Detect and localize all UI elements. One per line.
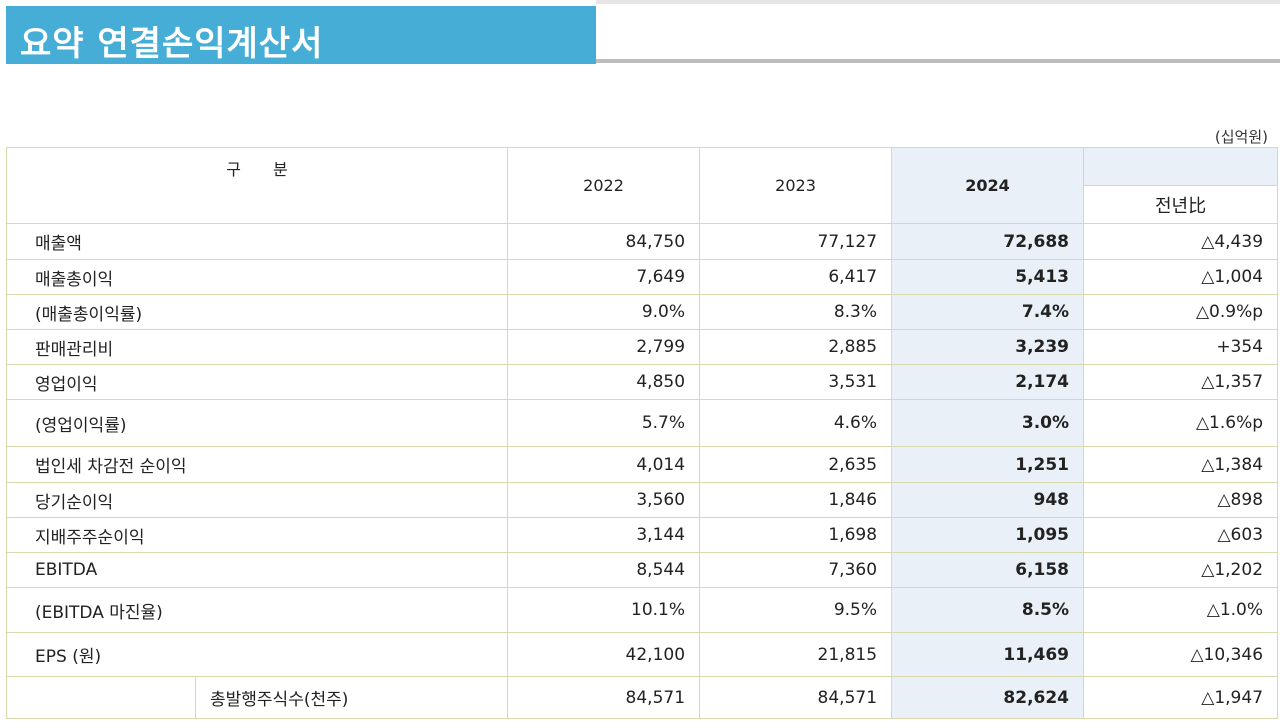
title-divider (596, 59, 1280, 63)
value-2022: 84,571 (507, 676, 701, 719)
title-banner: 요약 연결손익계산서 (6, 6, 596, 64)
value-2023: 84,571 (699, 676, 893, 719)
row-label: EBITDA (5, 552, 509, 588)
table-row: 총발행주식수(천주) 84,571 84,571 82,624 △1,947 (6, 676, 1279, 719)
value-2024: 1,095 (891, 517, 1085, 553)
row-label: 영업이익 (5, 364, 509, 400)
table-row: 지배주주순이익 3,144 1,698 1,095 △603 (5, 517, 1279, 553)
value-2022: 4,850 (507, 364, 701, 400)
value-2023: 1,846 (699, 482, 893, 518)
top-strip (596, 0, 1280, 4)
value-2023: 4.6% (699, 399, 893, 447)
value-2022: 2,799 (507, 329, 701, 365)
table-row: 영업이익 4,850 3,531 2,174 △1,357 (5, 364, 1279, 400)
row-label: (영업이익률) (5, 399, 509, 447)
row-label: EPS (원) (5, 632, 509, 677)
value-2024: 3.0% (891, 399, 1085, 447)
value-yoy: △1.0% (1083, 587, 1279, 633)
indent-cell (6, 676, 196, 719)
value-yoy: △1,947 (1083, 676, 1279, 719)
value-2023: 1,698 (699, 517, 893, 553)
value-2023: 3,531 (699, 364, 893, 400)
value-2024: 3,239 (891, 329, 1085, 365)
value-2024: 11,469 (891, 632, 1085, 677)
value-2022: 9.0% (507, 294, 701, 330)
header-2024: 2024 (891, 147, 1085, 224)
value-2023: 8.3% (699, 294, 893, 330)
value-2024: 2,174 (891, 364, 1085, 400)
value-2024: 1,251 (891, 446, 1085, 483)
value-2024: 82,624 (891, 676, 1085, 719)
row-label: (EBITDA 마진율) (5, 587, 509, 633)
row-label: 지배주주순이익 (5, 517, 509, 553)
header-yoy: 전년比 (1083, 185, 1279, 224)
row-label: (매출총이익률) (5, 294, 509, 330)
row-label: 당기순이익 (5, 482, 509, 518)
value-yoy: △1,384 (1083, 446, 1279, 483)
value-2023: 7,360 (699, 552, 893, 588)
row-label: 총발행주식수(천주) (194, 676, 509, 719)
value-2024: 6,158 (891, 552, 1085, 588)
row-label: 판매관리비 (5, 329, 509, 365)
value-yoy: △10,346 (1083, 632, 1279, 677)
value-yoy: △4,439 (1083, 223, 1279, 260)
value-2023: 2,635 (699, 446, 893, 483)
value-yoy: △1,004 (1083, 259, 1279, 295)
value-yoy: △603 (1083, 517, 1279, 553)
value-yoy: △1.6%p (1083, 399, 1279, 447)
page-title: 요약 연결손익계산서 (20, 24, 324, 64)
header-2023: 2023 (699, 147, 893, 224)
value-2024: 948 (891, 482, 1085, 518)
value-2022: 5.7% (507, 399, 701, 447)
value-yoy: △1,357 (1083, 364, 1279, 400)
value-2024: 7.4% (891, 294, 1085, 330)
value-2023: 6,417 (699, 259, 893, 295)
table-row: 매출총이익 7,649 6,417 5,413 △1,004 (5, 259, 1279, 295)
value-2022: 10.1% (507, 587, 701, 633)
value-2022: 84,750 (507, 223, 701, 260)
value-2023: 2,885 (699, 329, 893, 365)
table-row: 당기순이익 3,560 1,846 948 △898 (5, 482, 1279, 518)
table-row: EBITDA 8,544 7,360 6,158 △1,202 (5, 552, 1279, 588)
row-label: 매출총이익 (5, 259, 509, 295)
value-yoy: △1,202 (1083, 552, 1279, 588)
value-2022: 42,100 (507, 632, 701, 677)
value-yoy: +354 (1083, 329, 1279, 365)
value-2022: 8,544 (507, 552, 701, 588)
value-2024: 5,413 (891, 259, 1085, 295)
value-2024: 8.5% (891, 587, 1085, 633)
table-row: (영업이익률) 5.7% 4.6% 3.0% △1.6%p (5, 399, 1279, 447)
table-row: 매출액 84,750 77,127 72,688 △4,439 (5, 223, 1279, 260)
header-row-2: 전년比 (7, 185, 1279, 224)
value-2022: 3,560 (507, 482, 701, 518)
header-2022: 2022 (507, 147, 701, 224)
unit-label: (십억원) (1214, 128, 1268, 146)
value-2023: 21,815 (699, 632, 893, 677)
value-2022: 3,144 (507, 517, 701, 553)
value-2023: 9.5% (699, 587, 893, 633)
value-yoy: △898 (1083, 482, 1279, 518)
value-2024: 72,688 (891, 223, 1085, 260)
table-row: EPS (원) 42,100 21,815 11,469 △10,346 (5, 632, 1279, 677)
value-2022: 7,649 (507, 259, 701, 295)
header-yoy-blank (1083, 147, 1279, 186)
table-row: 판매관리비 2,799 2,885 3,239 +354 (5, 329, 1279, 365)
table-row: (EBITDA 마진율) 10.1% 9.5% 8.5% △1.0% (5, 587, 1279, 633)
table-row: 법인세 차감전 순이익 4,014 2,635 1,251 △1,384 (5, 446, 1279, 483)
value-yoy: △0.9%p (1083, 294, 1279, 330)
header-row: 구 분 2022 2023 2024 (5, 147, 1279, 224)
row-label: 매출액 (5, 223, 509, 260)
header-category: 구 분 (5, 147, 509, 224)
income-statement-table: 구 분 2022 2023 2024 전년比 매출액 84,750 77,127… (5, 147, 1279, 719)
value-2022: 4,014 (507, 446, 701, 483)
row-label: 법인세 차감전 순이익 (5, 446, 509, 483)
value-2023: 77,127 (699, 223, 893, 260)
table-row: (매출총이익률) 9.0% 8.3% 7.4% △0.9%p (5, 294, 1279, 330)
